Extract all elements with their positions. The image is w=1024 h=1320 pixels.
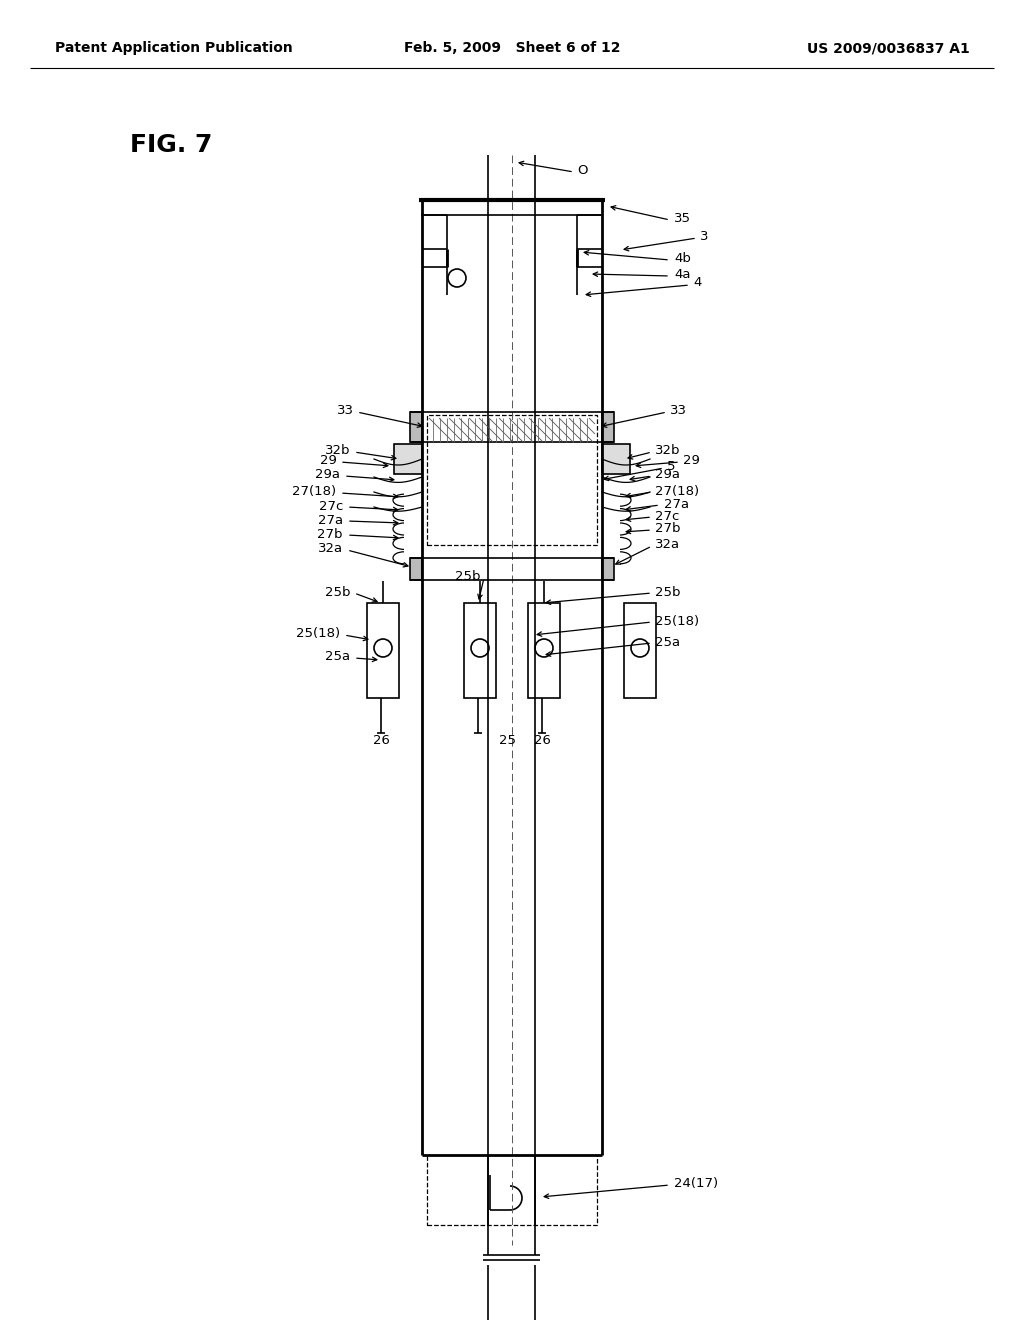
- Text: US 2009/0036837 A1: US 2009/0036837 A1: [807, 41, 970, 55]
- Text: 32a: 32a: [317, 543, 343, 556]
- Text: 29: 29: [683, 454, 699, 467]
- Text: 27(18): 27(18): [292, 486, 336, 499]
- Text: 4: 4: [693, 276, 701, 289]
- Bar: [602, 558, 614, 579]
- Text: 27(18): 27(18): [655, 484, 699, 498]
- Bar: [464, 603, 496, 698]
- Text: 26: 26: [373, 734, 389, 747]
- Text: Patent Application Publication: Patent Application Publication: [55, 41, 293, 55]
- Bar: [410, 558, 422, 579]
- Bar: [410, 412, 422, 442]
- Text: FIG. 7: FIG. 7: [130, 133, 212, 157]
- Text: 33: 33: [670, 404, 687, 417]
- Text: 5: 5: [667, 461, 676, 474]
- Text: 35: 35: [674, 211, 691, 224]
- Bar: [367, 603, 399, 698]
- Text: 27b: 27b: [317, 528, 343, 540]
- Text: 29: 29: [321, 454, 337, 467]
- Text: 25a: 25a: [325, 651, 350, 664]
- Text: 26: 26: [534, 734, 551, 747]
- Text: 29a: 29a: [315, 469, 340, 482]
- Text: 27b: 27b: [655, 523, 681, 536]
- Text: 27c: 27c: [318, 499, 343, 512]
- Text: Feb. 5, 2009   Sheet 6 of 12: Feb. 5, 2009 Sheet 6 of 12: [403, 41, 621, 55]
- Text: 25a: 25a: [655, 635, 680, 648]
- Text: 24(17): 24(17): [674, 1176, 718, 1189]
- Text: 3: 3: [700, 230, 709, 243]
- Text: 25b: 25b: [455, 570, 480, 583]
- Bar: [427, 1155, 597, 1225]
- Text: 33: 33: [337, 404, 354, 417]
- Text: 25: 25: [499, 734, 515, 747]
- Text: 25(18): 25(18): [655, 615, 699, 627]
- Text: 25(18): 25(18): [296, 627, 340, 640]
- Text: 27c: 27c: [655, 510, 679, 523]
- Text: 25b: 25b: [325, 586, 350, 598]
- Bar: [602, 412, 614, 442]
- Text: 25b: 25b: [655, 586, 681, 598]
- Text: 29a: 29a: [655, 469, 680, 482]
- Text: 32b: 32b: [655, 445, 681, 458]
- Text: 32a: 32a: [655, 539, 680, 552]
- Text: 4a: 4a: [674, 268, 690, 281]
- Bar: [624, 603, 656, 698]
- Bar: [602, 444, 630, 474]
- Bar: [427, 414, 597, 545]
- Text: 27a: 27a: [317, 513, 343, 527]
- Text: O: O: [577, 164, 588, 177]
- Bar: [394, 444, 422, 474]
- Text: 32b: 32b: [325, 445, 350, 458]
- Bar: [528, 603, 560, 698]
- Text: 27a: 27a: [664, 498, 689, 511]
- Text: 4b: 4b: [674, 252, 691, 264]
